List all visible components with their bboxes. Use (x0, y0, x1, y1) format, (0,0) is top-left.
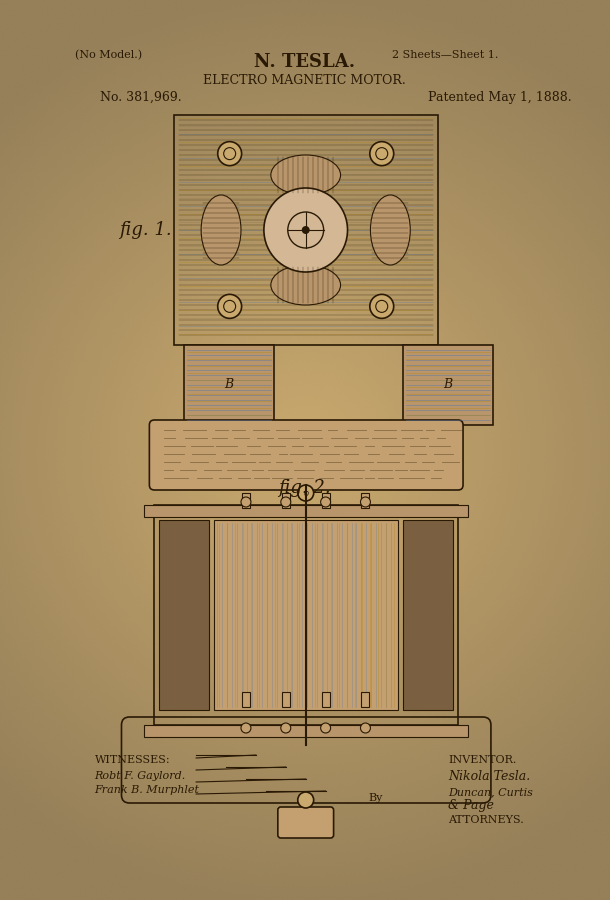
Text: ATTORNEYS.: ATTORNEYS. (448, 815, 524, 825)
Bar (242, 493, 250, 508)
Bar (154, 505, 458, 725)
Text: By: By (368, 793, 383, 803)
Ellipse shape (271, 155, 340, 195)
Text: fig. 1.: fig. 1. (119, 221, 172, 239)
Bar (403, 520, 453, 710)
Ellipse shape (201, 195, 241, 265)
Bar (144, 725, 468, 737)
Circle shape (298, 485, 314, 501)
Text: B: B (225, 379, 234, 392)
Text: Nikola Tesla.: Nikola Tesla. (448, 770, 531, 782)
FancyBboxPatch shape (149, 420, 463, 490)
Circle shape (298, 792, 314, 808)
Bar (322, 493, 330, 508)
Circle shape (370, 141, 394, 166)
Bar (362, 692, 370, 707)
Text: ELECTRO MAGNETIC MOTOR.: ELECTRO MAGNETIC MOTOR. (203, 74, 406, 86)
Text: INVENTOR.: INVENTOR. (448, 755, 517, 765)
Bar (282, 493, 289, 508)
Text: o: o (303, 489, 308, 498)
Ellipse shape (370, 195, 410, 265)
FancyBboxPatch shape (278, 807, 334, 838)
Text: B: B (444, 379, 453, 392)
Text: 2 Sheets—Sheet 1.: 2 Sheets—Sheet 1. (392, 50, 498, 60)
Bar (242, 692, 250, 707)
Circle shape (218, 294, 242, 319)
Bar (214, 520, 398, 710)
Bar (144, 505, 468, 517)
Bar (322, 692, 330, 707)
Circle shape (241, 723, 251, 733)
Circle shape (302, 226, 310, 234)
Ellipse shape (271, 265, 340, 305)
Circle shape (264, 188, 348, 272)
Text: WITNESSES:: WITNESSES: (95, 755, 170, 765)
Text: (No Model.): (No Model.) (75, 50, 142, 60)
Bar (174, 115, 438, 345)
Text: Frank B. Murphlet: Frank B. Murphlet (95, 785, 200, 795)
Text: Patented May 1, 1888.: Patented May 1, 1888. (428, 91, 572, 104)
Circle shape (360, 497, 370, 507)
Bar (403, 345, 493, 425)
Circle shape (281, 497, 291, 507)
Text: Duncan, Curtis: Duncan, Curtis (448, 787, 533, 797)
Circle shape (321, 497, 330, 507)
Circle shape (218, 141, 242, 166)
Text: Robt F. Gaylord.: Robt F. Gaylord. (95, 771, 186, 781)
Circle shape (360, 723, 370, 733)
Bar (282, 692, 289, 707)
Circle shape (241, 497, 251, 507)
Text: N. TESLA.: N. TESLA. (254, 53, 356, 71)
Bar (159, 520, 209, 710)
Bar (362, 493, 370, 508)
Bar (184, 345, 274, 425)
Circle shape (321, 723, 330, 733)
Text: & Page: & Page (448, 799, 494, 813)
Text: No. 381,969.: No. 381,969. (100, 91, 181, 104)
Circle shape (281, 723, 291, 733)
Text: fig. 2.: fig. 2. (278, 479, 331, 497)
Circle shape (370, 294, 394, 319)
